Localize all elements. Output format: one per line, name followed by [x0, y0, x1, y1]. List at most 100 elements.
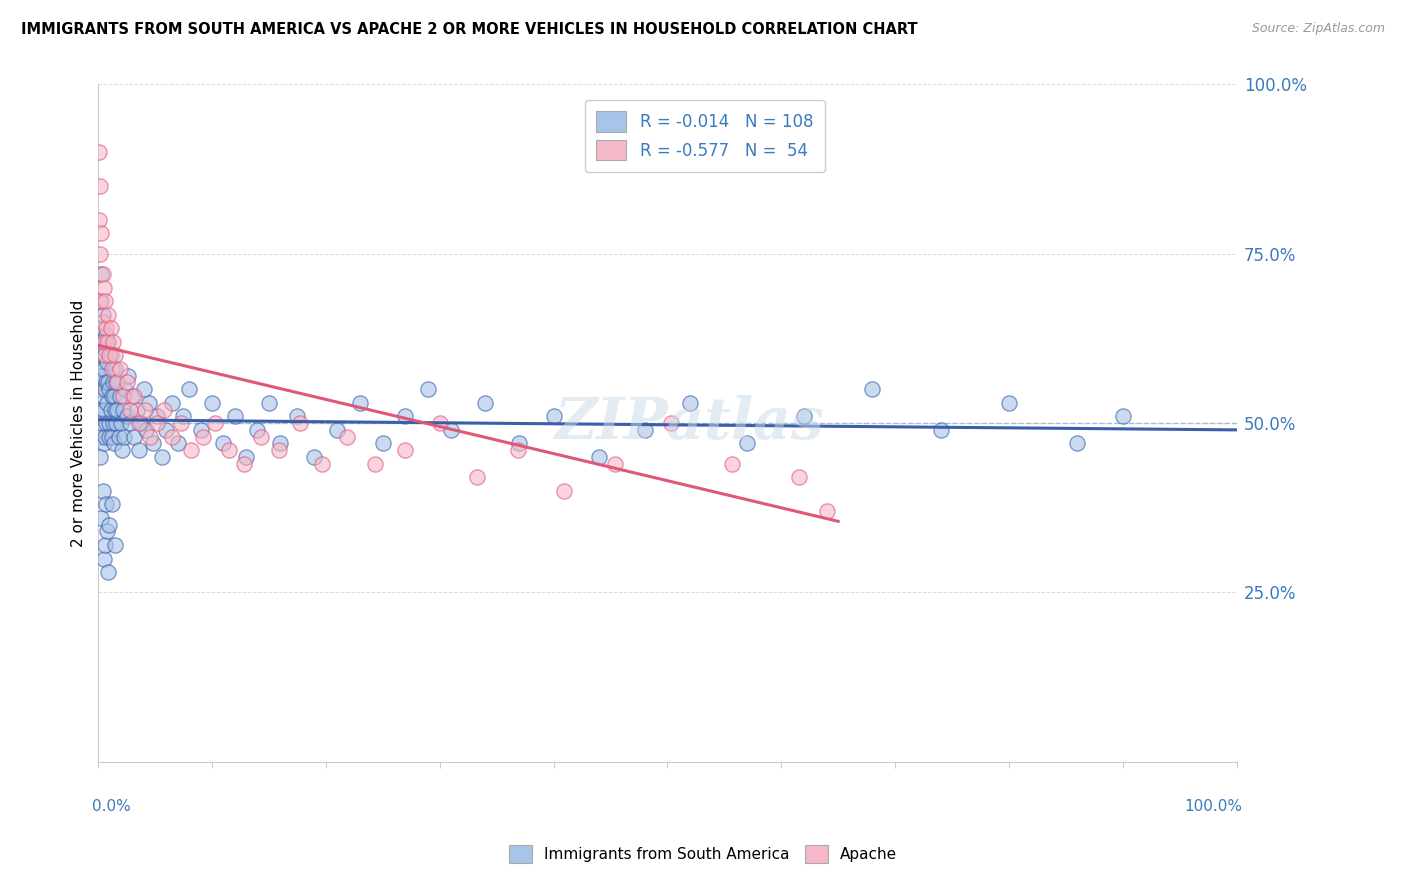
Point: [364, 457, 387, 471]
Point: [288, 416, 311, 430]
Point: [150, 450, 173, 464]
Point: [97, 565, 120, 579]
Point: [107, 376, 129, 390]
Point: [735, 436, 758, 450]
Point: [160, 430, 183, 444]
Point: [93, 334, 115, 349]
Point: [235, 450, 257, 464]
Point: [160, 396, 183, 410]
Point: [257, 396, 280, 410]
Point: [117, 368, 139, 383]
Point: [91, 267, 114, 281]
Text: 100.0%: 100.0%: [1184, 799, 1243, 814]
Point: [394, 443, 416, 458]
Point: [108, 362, 131, 376]
Y-axis label: 2 or more Vehicles in Household: 2 or more Vehicles in Household: [72, 300, 86, 547]
Point: [93, 280, 115, 294]
Point: [789, 470, 811, 484]
Point: [134, 402, 156, 417]
Point: [304, 450, 326, 464]
Point: [190, 423, 212, 437]
Point: [267, 443, 290, 458]
Point: [93, 362, 115, 376]
Point: [659, 416, 682, 430]
Point: [815, 504, 838, 518]
Point: [371, 436, 394, 450]
Point: [98, 382, 121, 396]
Point: [100, 402, 122, 417]
Point: [98, 517, 121, 532]
Point: [105, 376, 128, 390]
Point: [429, 416, 451, 430]
Point: [94, 497, 117, 511]
Point: [100, 348, 122, 362]
Point: [224, 409, 246, 424]
Point: [793, 409, 815, 424]
Point: [100, 497, 122, 511]
Point: [112, 389, 135, 403]
Point: [103, 436, 125, 450]
Point: [110, 416, 132, 430]
Point: [90, 511, 112, 525]
Point: [721, 457, 744, 471]
Point: [101, 334, 124, 349]
Point: [97, 376, 120, 390]
Point: [96, 524, 118, 539]
Point: [349, 396, 371, 410]
Point: [89, 145, 111, 160]
Point: [394, 409, 416, 424]
Point: [508, 436, 530, 450]
Point: [89, 450, 111, 464]
Point: [929, 423, 952, 437]
Point: [118, 416, 141, 430]
Point: [100, 321, 122, 335]
Point: [89, 294, 111, 309]
Point: [204, 416, 226, 430]
Point: [90, 267, 112, 281]
Point: [96, 334, 118, 349]
Point: [326, 423, 349, 437]
Legend: R = -0.014   N = 108, R = -0.577   N =  54: R = -0.014 N = 108, R = -0.577 N = 54: [585, 100, 825, 172]
Point: [474, 396, 496, 410]
Point: [94, 348, 117, 362]
Point: [115, 376, 138, 390]
Point: [94, 328, 117, 343]
Point: [860, 382, 883, 396]
Point: [172, 409, 194, 424]
Point: [138, 396, 160, 410]
Point: [96, 396, 118, 410]
Point: [89, 382, 111, 396]
Point: [89, 334, 111, 349]
Point: [94, 321, 117, 335]
Point: [89, 362, 111, 376]
Point: [103, 389, 125, 403]
Point: [90, 416, 112, 430]
Point: [118, 402, 141, 417]
Point: [100, 389, 122, 403]
Point: [98, 416, 121, 430]
Point: [101, 376, 124, 390]
Point: [91, 308, 114, 322]
Point: [153, 402, 176, 417]
Point: [89, 179, 111, 194]
Point: [91, 389, 114, 403]
Point: [418, 382, 440, 396]
Point: [114, 382, 136, 396]
Point: [108, 389, 131, 403]
Point: [89, 213, 111, 227]
Point: [112, 402, 135, 417]
Text: IMMIGRANTS FROM SOUTH AMERICA VS APACHE 2 OR MORE VEHICLES IN HOUSEHOLD CORRELAT: IMMIGRANTS FROM SOUTH AMERICA VS APACHE …: [21, 22, 918, 37]
Point: [104, 402, 127, 417]
Point: [232, 457, 254, 471]
Point: [104, 348, 127, 362]
Point: [191, 430, 214, 444]
Point: [94, 382, 117, 396]
Point: [100, 430, 122, 444]
Point: [246, 423, 269, 437]
Point: [336, 430, 359, 444]
Text: ZIPatlas: ZIPatlas: [555, 395, 825, 451]
Point: [212, 436, 235, 450]
Point: [100, 362, 122, 376]
Point: [440, 423, 463, 437]
Point: [285, 409, 308, 424]
